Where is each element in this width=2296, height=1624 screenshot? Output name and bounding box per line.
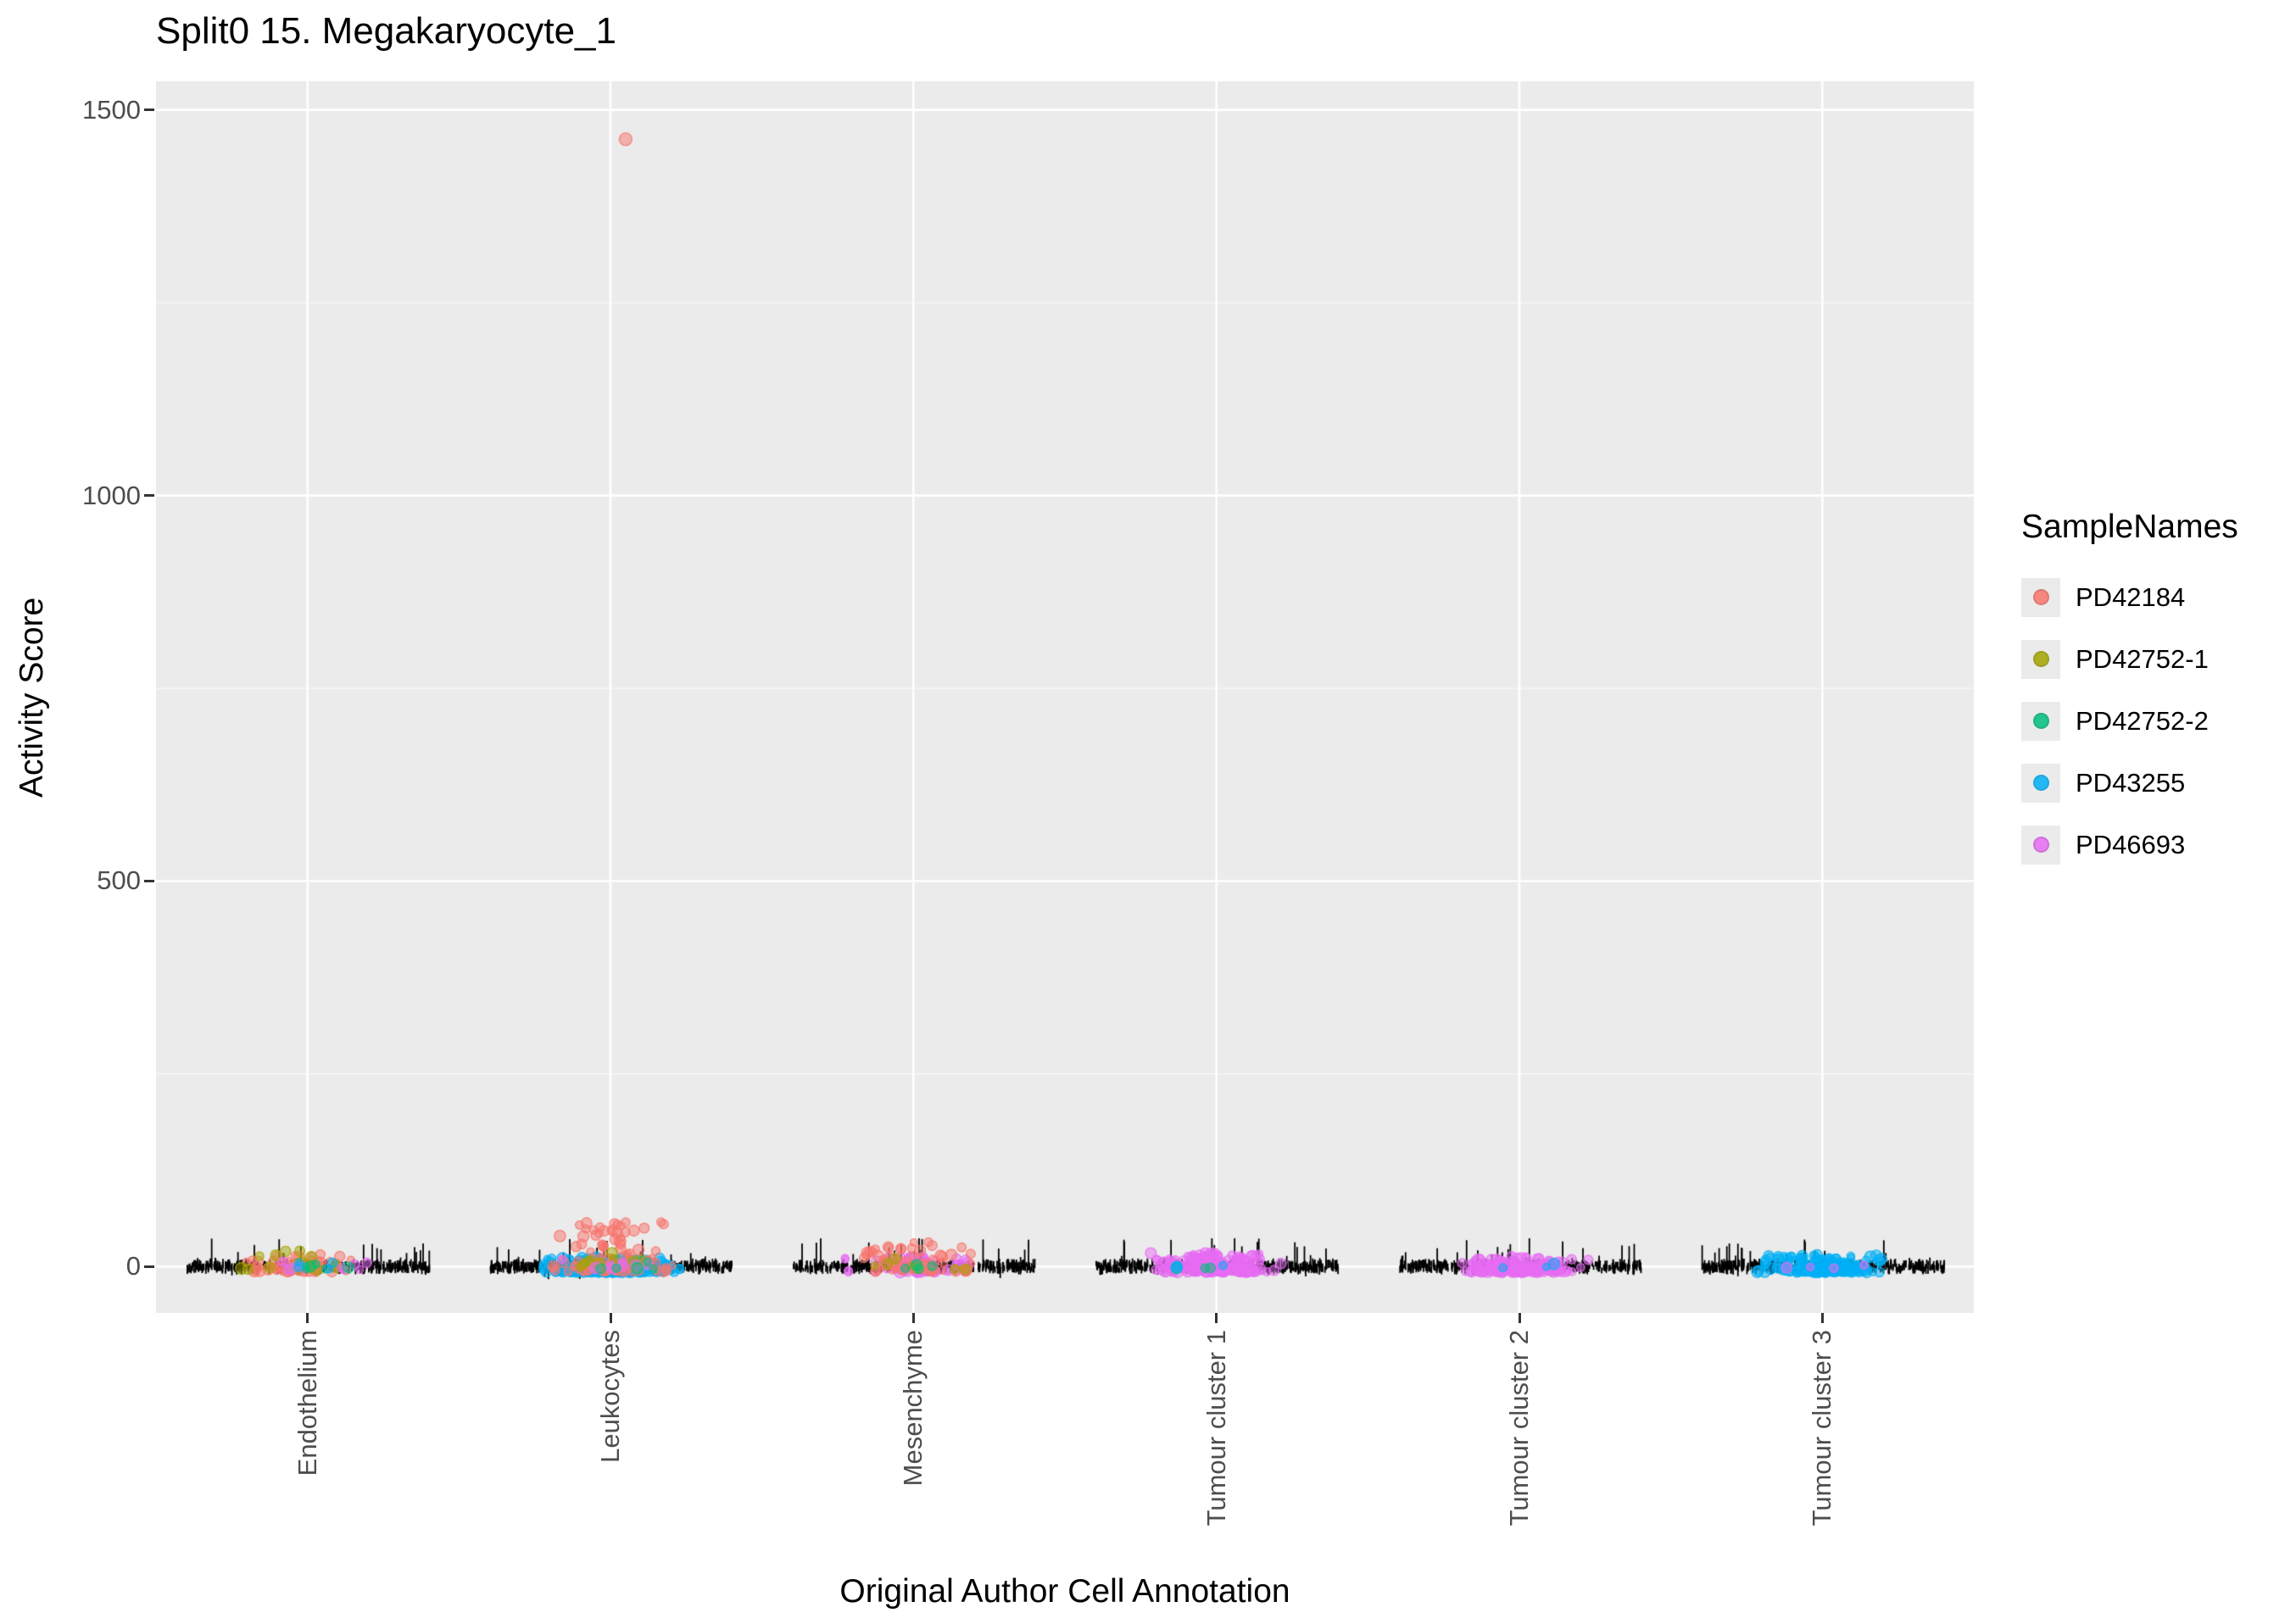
legend-title: SampleNames	[2021, 509, 2238, 545]
legend-dot-icon	[2032, 775, 2049, 791]
y-tick-mark	[144, 1265, 154, 1268]
x-tick-mark	[1820, 1313, 1824, 1323]
legend-label: PD46693	[2076, 829, 2186, 859]
legend-label: PD42752-2	[2076, 705, 2209, 736]
x-tick-label: Mesenchyme	[898, 1330, 928, 1487]
legend-items: PD42184 PD42752-1 PD42752-2 PD43255 PD46693	[2021, 566, 2238, 876]
x-tick-mark	[306, 1313, 309, 1323]
y-tick-label: 1500	[82, 94, 141, 125]
legend-key	[2021, 763, 2060, 803]
legend: SampleNames PD42184 PD42752-1 PD42752-2 PD4…	[2021, 509, 2238, 876]
x-tick-mark	[1518, 1313, 1521, 1323]
y-tick-label: 500	[97, 865, 141, 896]
legend-dot-icon	[2032, 713, 2049, 729]
legend-label: PD42184	[2076, 581, 2186, 612]
legend-key	[2021, 825, 2060, 865]
legend-dot-icon	[2032, 651, 2049, 667]
x-tick-label: Tumour cluster 2	[1504, 1330, 1534, 1527]
y-tick-label: 1000	[82, 480, 141, 510]
legend-item: PD42184	[2021, 566, 2238, 628]
y-tick-label: 0	[125, 1251, 141, 1282]
y-tick-mark	[144, 879, 154, 882]
chart-title: Split0 15. Megakaryocyte_1	[156, 10, 616, 52]
legend-item: PD43255	[2021, 752, 2238, 814]
x-tick-label: Endothelium	[292, 1330, 322, 1477]
legend-item: PD46693	[2021, 814, 2238, 876]
y-tick-mark	[144, 494, 154, 498]
legend-key	[2021, 639, 2060, 679]
legend-item: PD42752-2	[2021, 690, 2238, 752]
legend-key	[2021, 701, 2060, 741]
legend-label: PD43255	[2076, 767, 2186, 798]
x-tick-label: Tumour cluster 3	[1807, 1330, 1837, 1527]
x-tick-mark	[609, 1313, 612, 1323]
x-tick-label: Tumour cluster 1	[1201, 1330, 1231, 1527]
x-tick-mark	[911, 1313, 915, 1323]
legend-item: PD42752-1	[2021, 628, 2238, 690]
legend-dot-icon	[2032, 837, 2049, 853]
legend-dot-icon	[2032, 589, 2049, 605]
y-axis-title: Activity Score	[14, 597, 50, 798]
legend-label: PD42752-1	[2076, 643, 2209, 674]
x-axis-title: Original Author Cell Annotation	[839, 1573, 1290, 1610]
legend-key	[2021, 577, 2060, 617]
y-tick-mark	[144, 108, 154, 112]
plot-panel	[156, 81, 1974, 1313]
x-tick-label: Leukocytes	[595, 1330, 625, 1463]
x-tick-mark	[1215, 1313, 1218, 1323]
